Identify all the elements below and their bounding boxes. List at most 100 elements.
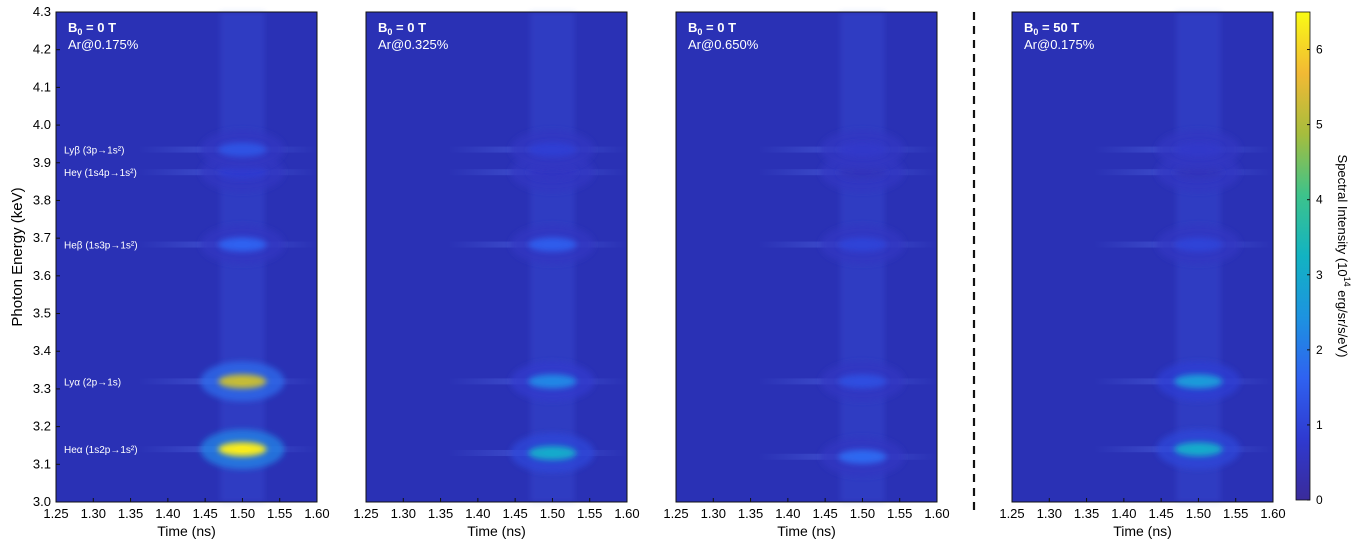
spectral-line-label: Heα (1s2p→1s²) — [64, 445, 138, 456]
x-tick-label: 1.40 — [775, 506, 800, 521]
doping-label: Ar@0.175% — [1024, 37, 1095, 52]
x-tick-label: 1.55 — [267, 506, 292, 521]
heatmap-panels: 1.25 1.30 1.35 1.40 1.45 1.50 1.55 1.60 Time (ns… — [33, 4, 1286, 539]
x-axis-label: Time (ns) — [777, 523, 836, 539]
line-core-Lyβ — [233, 146, 252, 153]
line-core-Heα — [853, 453, 872, 460]
doping-label: Ar@0.175% — [68, 37, 139, 52]
line-core-Heβ — [543, 241, 562, 248]
field-label: B0 = 0 T — [68, 20, 116, 37]
y-tick-label: 4.0 — [33, 117, 51, 132]
line-core-Heγ — [543, 169, 562, 176]
line-core-Heα — [543, 450, 562, 456]
panel-frame — [1011, 11, 1274, 503]
colorbar-label: Spectral Intensity (1014 erg/sr/s/eV) — [1335, 155, 1352, 358]
y-axis-label: Photon Energy (keV) — [9, 187, 26, 326]
x-tick-label: 1.40 — [155, 506, 180, 521]
doping-label: Ar@0.650% — [688, 37, 759, 52]
x-tick-label: 1.50 — [850, 506, 875, 521]
x-tick-label: 1.40 — [465, 506, 490, 521]
colorbar-tick-label: 0 — [1316, 493, 1323, 507]
panel-4: 1.25 1.30 1.35 1.40 1.45 1.50 1.55 1.60 Time (ns… — [999, 11, 1286, 539]
x-tick-label: 1.55 — [887, 506, 912, 521]
y-tick-label: 4.3 — [33, 4, 51, 19]
line-core-Lyβ — [543, 146, 562, 153]
x-tick-label: 1.55 — [1223, 506, 1248, 521]
x-tick-label: 1.45 — [192, 506, 217, 521]
line-core-Lyα — [233, 378, 252, 385]
x-tick-label: 1.35 — [1074, 506, 1099, 521]
y-tick-label: 4.2 — [33, 42, 51, 57]
field-label: B0 = 0 T — [688, 20, 736, 37]
y-tick-label: 3.2 — [33, 419, 51, 434]
line-core-Heγ — [853, 169, 872, 176]
panel-background — [1012, 12, 1273, 502]
x-axis-label: Time (ns) — [467, 523, 526, 539]
spectral-line-label: Lyα (2p→1s) — [64, 377, 121, 388]
x-tick-label: 1.60 — [924, 506, 949, 521]
x-tick-label: 1.45 — [502, 506, 527, 521]
spectral-line-label: Lyβ (3p→1s²) — [64, 146, 124, 157]
y-tick-label: 3.0 — [33, 494, 51, 509]
line-core-Lyα — [543, 378, 562, 385]
x-tick-label: 1.60 — [304, 506, 329, 521]
panel-frame — [55, 11, 318, 503]
field-label: B0 = 0 T — [378, 20, 426, 37]
panel-background — [366, 12, 627, 502]
line-core-Lyβ — [853, 146, 872, 153]
y-tick-label: 3.8 — [33, 192, 51, 207]
panel-3: 1.25 1.30 1.35 1.40 1.45 1.50 1.55 1.60 Time (ns… — [663, 11, 950, 539]
colorbar-tick-label: 2 — [1316, 343, 1323, 357]
panel-frame — [675, 11, 938, 503]
x-tick-label: 1.35 — [428, 506, 453, 521]
x-tick-label: 1.50 — [1186, 506, 1211, 521]
x-tick-label: 1.25 — [43, 506, 68, 521]
line-core-Heα — [1189, 446, 1208, 453]
x-tick-label: 1.35 — [118, 506, 143, 521]
colorbar-tick-label: 6 — [1316, 43, 1323, 57]
y-tick-label: 3.3 — [33, 381, 51, 396]
spectral-line-label: Heβ (1s3p→1s²) — [64, 241, 138, 252]
y-tick-label: 3.6 — [33, 268, 51, 283]
x-axis-label: Time (ns) — [157, 523, 216, 539]
line-core-Heβ — [1189, 241, 1208, 248]
x-tick-label: 1.30 — [81, 506, 106, 521]
y-tick-label: 3.4 — [33, 343, 51, 358]
colorbar-gradient — [1295, 11, 1311, 501]
x-tick-label: 1.30 — [701, 506, 726, 521]
line-core-Lyα — [853, 378, 872, 385]
y-tick-label: 4.1 — [33, 79, 51, 94]
line-core-Lyβ — [1189, 146, 1208, 153]
colorbar-tick-label: 3 — [1316, 268, 1323, 282]
panel-frame — [365, 11, 628, 503]
line-core-Heγ — [233, 169, 252, 176]
y-tick-label: 3.9 — [33, 155, 51, 170]
x-tick-label: 1.30 — [391, 506, 416, 521]
x-tick-label: 1.40 — [1111, 506, 1136, 521]
x-tick-label: 1.25 — [353, 506, 378, 521]
panel-background — [676, 12, 937, 502]
x-tick-label: 1.50 — [540, 506, 565, 521]
line-core-Heβ — [233, 241, 252, 248]
colorbar-tick-label: 1 — [1316, 418, 1323, 432]
x-tick-label: 1.55 — [577, 506, 602, 521]
x-tick-label: 1.50 — [230, 506, 255, 521]
panel-2: 1.25 1.30 1.35 1.40 1.45 1.50 1.55 1.60 Time (ns… — [353, 11, 640, 539]
y-tick-label: 3.1 — [33, 456, 51, 471]
colorbar: 0 1 2 3 4 5 6 Spectral Intensity (1014 erg/sr/s… — [1295, 11, 1352, 507]
x-tick-label: 1.25 — [663, 506, 688, 521]
colorbar-tick-label: 5 — [1316, 118, 1323, 132]
y-tick-label: 3.5 — [33, 306, 51, 321]
panel-1: 1.25 1.30 1.35 1.40 1.45 1.50 1.55 1.60 Time (ns… — [33, 4, 330, 539]
spectral-line-label: Heγ (1s4p→1s²) — [64, 168, 137, 179]
doping-label: Ar@0.325% — [378, 37, 449, 52]
y-tick-label: 3.7 — [33, 230, 51, 245]
colorbar-tick-label: 4 — [1316, 193, 1323, 207]
line-core-Lyα — [1189, 378, 1208, 385]
x-tick-label: 1.30 — [1037, 506, 1062, 521]
x-tick-label: 1.60 — [614, 506, 639, 521]
x-tick-label: 1.25 — [999, 506, 1024, 521]
x-tick-label: 1.35 — [738, 506, 763, 521]
field-label: B0 = 50 T — [1024, 20, 1079, 37]
